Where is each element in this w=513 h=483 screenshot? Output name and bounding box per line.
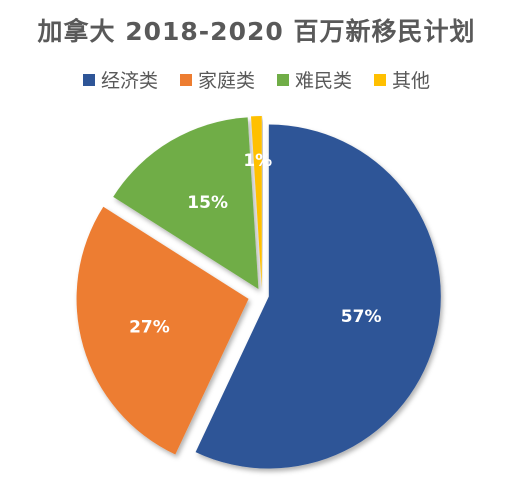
pie-slice-economic bbox=[195, 124, 441, 469]
legend-item-refugee: 难民类 bbox=[277, 66, 352, 93]
legend: 经济类 家庭类 难民类 其他 bbox=[0, 66, 513, 93]
legend-label-family: 家庭类 bbox=[197, 70, 255, 92]
pie-slice-other bbox=[250, 116, 262, 289]
data-label-family: 27% bbox=[129, 318, 170, 338]
legend-swatch-economic bbox=[82, 73, 95, 86]
data-label-other: 1% bbox=[243, 151, 272, 171]
legend-label-other: 其他 bbox=[392, 70, 431, 92]
chart-title: 加拿大 2018-2020 百万新移民计划 bbox=[37, 17, 476, 46]
legend-item-economic: 经济类 bbox=[82, 66, 158, 93]
legend-swatch-family bbox=[179, 73, 192, 86]
legend-label-economic: 经济类 bbox=[100, 70, 158, 92]
pie-slice-family bbox=[76, 206, 249, 455]
data-label-economic: 57% bbox=[341, 307, 382, 327]
data-label-refugee: 15% bbox=[187, 193, 228, 213]
legend-item-family: 家庭类 bbox=[179, 66, 255, 93]
legend-swatch-refugee bbox=[277, 73, 289, 86]
legend-label-refugee: 难民类 bbox=[295, 70, 353, 92]
legend-item-other: 其他 bbox=[374, 66, 430, 93]
pie-slice-refugee bbox=[113, 117, 259, 289]
legend-swatch-other bbox=[374, 73, 387, 86]
